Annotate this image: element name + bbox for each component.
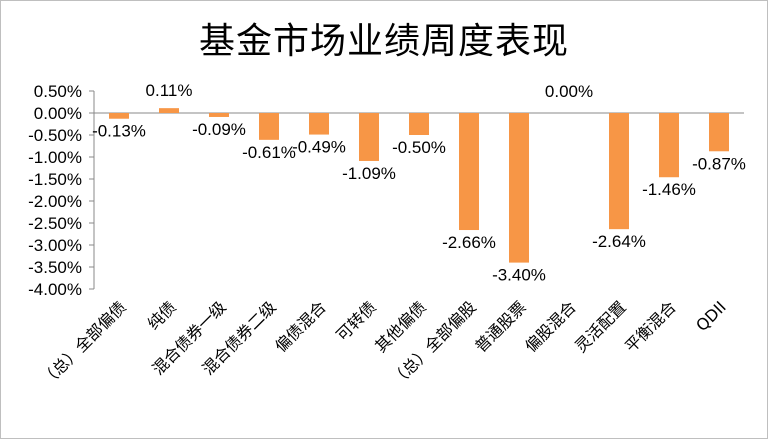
category-label: 平衡混合 bbox=[621, 297, 680, 356]
y-tick-label: 0.00% bbox=[34, 104, 82, 123]
category-label: （总）全部偏股 bbox=[387, 297, 480, 390]
bar bbox=[509, 113, 529, 263]
bar bbox=[159, 108, 179, 113]
category-label: 灵活配置 bbox=[571, 297, 630, 356]
data-label: -2.66% bbox=[442, 233, 496, 252]
y-tick-label: -0.50% bbox=[28, 126, 82, 145]
data-label: -0.50% bbox=[392, 138, 446, 157]
data-label: -2.64% bbox=[592, 232, 646, 251]
category-label: 偏股混合 bbox=[521, 297, 580, 356]
chart-title: 基金市场业绩周度表现 bbox=[198, 21, 569, 62]
data-label: 0.00% bbox=[545, 82, 593, 101]
bar bbox=[609, 113, 629, 230]
y-tick-label: -2.50% bbox=[28, 214, 82, 233]
category-label: QDII bbox=[692, 297, 730, 335]
data-label: -1.46% bbox=[642, 180, 696, 199]
y-tick-label: -2.00% bbox=[28, 192, 82, 211]
bar bbox=[359, 113, 379, 161]
y-tick-label: -3.00% bbox=[28, 236, 82, 255]
y-tick-label: -4.00% bbox=[28, 280, 82, 299]
bar bbox=[309, 113, 329, 135]
bar bbox=[709, 113, 729, 152]
category-label: （总）全部偏债 bbox=[37, 297, 130, 390]
data-label: -3.40% bbox=[492, 266, 546, 285]
data-label: -1.09% bbox=[342, 164, 396, 183]
data-label: -0.49% bbox=[292, 138, 346, 157]
data-label: -0.09% bbox=[192, 120, 246, 139]
bar bbox=[659, 113, 679, 178]
category-label: 纯债 bbox=[144, 297, 180, 333]
y-tick-label: -1.50% bbox=[28, 170, 82, 189]
data-label: -0.87% bbox=[692, 154, 746, 173]
data-label: 0.11% bbox=[146, 81, 193, 100]
data-label: -0.61% bbox=[242, 143, 296, 162]
category-label: 普通股票 bbox=[471, 297, 530, 356]
category-label: 可转债 bbox=[332, 297, 379, 344]
bar bbox=[259, 113, 279, 140]
y-tick-label: -1.00% bbox=[28, 148, 82, 167]
data-label: -0.13% bbox=[92, 122, 146, 141]
bar bbox=[459, 113, 479, 231]
bar bbox=[109, 113, 129, 119]
bar bbox=[409, 113, 429, 135]
y-tick-label: 0.50% bbox=[34, 82, 82, 101]
category-label: 偏债混合 bbox=[271, 297, 330, 356]
y-tick-label: -3.50% bbox=[28, 258, 82, 277]
bar bbox=[209, 113, 229, 117]
